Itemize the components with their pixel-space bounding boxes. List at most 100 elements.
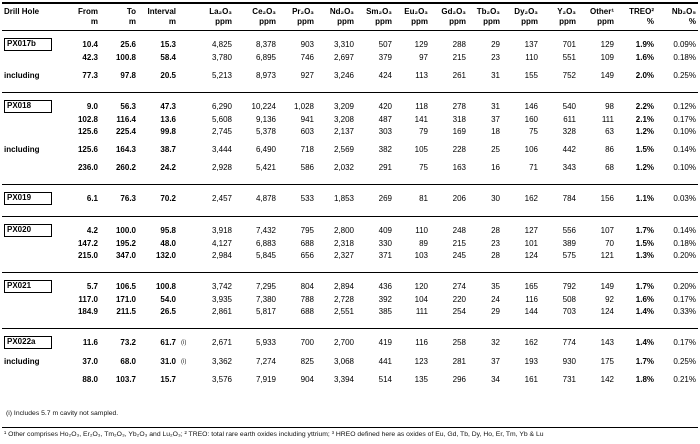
cell-from: 125.6 <box>77 127 98 136</box>
cell-la2o3: 2,861 <box>211 307 232 316</box>
cell-sm2o3: 385 <box>378 307 392 316</box>
cell-drill-hole <box>2 294 62 306</box>
section-PX019: PX019 6.1 76.3 70.2 2,457 4,878 533 1,853 269 81 2… <box>2 184 698 217</box>
cell-other: 111 <box>601 115 614 124</box>
drill-hole-id: PX019 <box>4 192 52 205</box>
cell-gd2o3: 254 <box>452 307 466 316</box>
cell-tb2o3: 31 <box>491 101 500 111</box>
cell-gd2o3: 169 <box>452 127 466 136</box>
cell-pr2o3: 533 <box>300 193 314 203</box>
cell-sm2o3: 409 <box>378 225 392 235</box>
column-header-pr2o3: Pr₂O₃ ppm <box>278 3 316 31</box>
cell-la2o3: 5,213 <box>211 71 232 80</box>
cell-to: 171.0 <box>115 295 136 304</box>
cell-cavity-flag <box>178 31 194 53</box>
cell-dy2o3: 106 <box>524 145 538 154</box>
cell-sm2o3: 269 <box>378 193 392 203</box>
data-row: including 125.6 164.3 38.7 3,444 6,490 718 2,56… <box>2 144 698 156</box>
cell-drill-hole: PX022a <box>2 329 62 351</box>
cell-from: 9.0 <box>86 101 98 111</box>
cell-dy2o3: 127 <box>524 225 538 235</box>
cell-other: 109 <box>600 53 614 62</box>
cell-from: 42.3 <box>82 53 98 62</box>
cell-pr2o3: 904 <box>300 375 314 384</box>
cell-y2o3: 752 <box>562 71 576 80</box>
data-row: 147.2 195.2 48.0 4,127 6,883 688 2,318 330 89 215… <box>2 238 698 250</box>
cell-pr2o3: 1,028 <box>293 101 314 111</box>
cell-other: 107 <box>600 225 614 235</box>
cell-nb2o5: 0.17% <box>673 115 696 124</box>
cell-pr2o3: 927 <box>300 71 314 80</box>
cell-gd2o3: 206 <box>452 193 466 203</box>
drill-hole-id: PX017b <box>4 38 52 51</box>
cell-other: 156 <box>600 193 614 203</box>
cell-y2o3: 575 <box>562 251 576 260</box>
cell-eu2o3: 123 <box>414 357 428 366</box>
data-row: 42.3 100.8 58.4 3,780 6,895 746 2,697 379 97 215 2… <box>2 52 698 64</box>
column-header-dy2o3: Dy₂O₃ ppm <box>502 3 540 31</box>
cell-gd2o3: 215 <box>452 239 466 248</box>
column-header-nb2o5: Nb₂O₅% <box>656 3 698 31</box>
cell-treo: 1.3% <box>635 251 654 260</box>
cell-sm2o3: 507 <box>378 39 392 49</box>
data-row: PX020 4.2 100.0 95.8 3,918 7,432 795 2,800 409 11… <box>2 217 698 239</box>
cell-from: 184.9 <box>77 307 98 316</box>
cell-tb2o3: 37 <box>491 115 500 124</box>
cell-la2o3: 4,825 <box>211 39 232 49</box>
cell-sm2o3: 514 <box>378 375 392 384</box>
cell-eu2o3: 141 <box>414 115 428 124</box>
cell-cavity-flag <box>178 185 194 217</box>
cell-la2o3: 3,444 <box>211 145 232 154</box>
cell-gd2o3: 274 <box>452 281 466 291</box>
cell-other: 86 <box>605 145 614 154</box>
cell-eu2o3: 105 <box>414 145 428 154</box>
cell-treo: 1.6% <box>635 53 654 62</box>
cell-tb2o3: 24 <box>491 295 500 304</box>
cell-cavity-flag <box>178 162 194 185</box>
cell-nd2o3: 2,318 <box>333 239 354 248</box>
cell-ce2o3: 5,817 <box>255 307 276 316</box>
cell-pr2o3: 795 <box>300 225 314 235</box>
cell-to: 116.4 <box>116 115 136 124</box>
cell-nb2o5: 0.17% <box>673 337 696 347</box>
cell-tb2o3: 32 <box>491 337 500 347</box>
cell-cavity-flag: (i) <box>181 339 187 346</box>
cell-drill-hole <box>2 238 62 250</box>
cell-ce2o3: 7,380 <box>255 295 276 304</box>
cell-gd2o3: 261 <box>452 71 466 80</box>
cell-drill-hole <box>2 162 62 185</box>
cell-to: 347.0 <box>115 251 136 260</box>
cell-dy2o3: 116 <box>525 295 538 304</box>
cell-dy2o3: 162 <box>524 337 538 347</box>
cell-la2o3: 3,362 <box>211 357 232 366</box>
column-header-hole: Drill Hole <box>2 3 62 31</box>
cell-nd2o3: 2,728 <box>333 295 354 304</box>
qualifier-label: including <box>4 71 40 80</box>
cell-ce2o3: 6,895 <box>255 53 276 62</box>
cell-pr2o3: 688 <box>300 239 314 248</box>
cell-to: 25.6 <box>120 39 136 49</box>
cell-from: 215.0 <box>77 251 98 260</box>
cell-ce2o3: 7,919 <box>255 375 276 384</box>
cell-y2o3: 508 <box>562 295 576 304</box>
cell-nd2o3: 2,327 <box>333 251 354 260</box>
cell-from: 147.2 <box>77 239 98 248</box>
cell-treo: 1.7% <box>635 225 654 235</box>
cell-drill-hole <box>2 52 62 64</box>
cell-nb2o5: 0.12% <box>673 101 696 111</box>
cell-ce2o3: 5,845 <box>255 251 276 260</box>
cell-to: 97.8 <box>120 71 136 80</box>
cell-sm2o3: 441 <box>378 357 392 366</box>
cell-interval: 58.4 <box>160 53 176 62</box>
cell-cavity-flag <box>178 93 194 115</box>
cell-sm2o3: 330 <box>378 239 392 248</box>
cell-gd2o3: 215 <box>452 53 466 62</box>
cell-other: 63 <box>605 127 614 136</box>
drill-hole-id: PX018 <box>4 100 52 113</box>
cell-gd2o3: 288 <box>452 39 466 49</box>
cell-interval: 20.5 <box>160 71 176 80</box>
column-header-from: From m <box>62 3 100 31</box>
cell-pr2o3: 941 <box>300 115 314 124</box>
cell-other: 121 <box>600 251 614 260</box>
cell-y2o3: 611 <box>563 115 576 124</box>
